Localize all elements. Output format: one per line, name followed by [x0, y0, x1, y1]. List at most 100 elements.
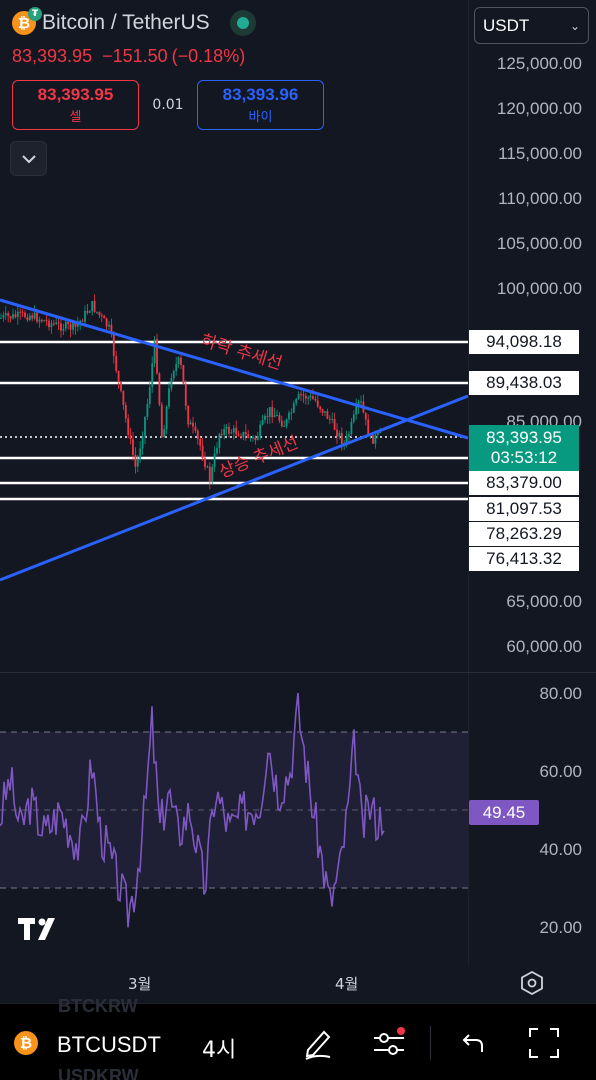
candle-body — [314, 398, 317, 401]
candle-body — [117, 370, 120, 382]
fullscreen-icon[interactable] — [527, 1026, 561, 1060]
level-price-tag[interactable]: 78,263.29 — [469, 522, 579, 546]
time-axis-label: 3월 — [128, 975, 152, 993]
candle-body — [48, 320, 50, 328]
sell-price: 83,393.95 — [37, 85, 114, 104]
candle-body — [266, 415, 269, 417]
ghost-symbol: BTCKRW — [58, 996, 138, 1016]
price-axis-label: 100,000.00 — [496, 279, 582, 298]
candle-body — [26, 317, 29, 321]
symbol-selector[interactable]: BTCUSDT — [57, 1032, 161, 1057]
current-price-value: 83,393.95 — [486, 428, 562, 447]
candle-body — [91, 301, 94, 312]
candle-body — [261, 419, 264, 425]
candle-body — [232, 427, 235, 433]
candle-body — [33, 312, 36, 319]
candle-body — [288, 412, 290, 420]
candle-body — [184, 383, 187, 406]
candle-body — [98, 311, 101, 316]
candle-body — [211, 466, 214, 482]
candle-body — [38, 319, 41, 322]
candle-body — [60, 323, 62, 331]
rsi-axis-label: 60.00 — [539, 762, 582, 781]
candle-body — [199, 438, 202, 446]
candle-body — [160, 404, 163, 438]
candle-body — [40, 319, 43, 322]
candle-body — [0, 317, 2, 319]
candle-body — [177, 357, 180, 364]
symbol-title[interactable]: Bitcoin / TetherUS — [42, 11, 210, 34]
downtrend-line[interactable] — [0, 298, 468, 440]
rsi-pane[interactable] — [0, 673, 468, 965]
candle-body — [100, 315, 103, 317]
candle-body — [132, 439, 134, 455]
horizontal-levels — [0, 340, 468, 501]
candle-body — [244, 431, 247, 435]
candle-body — [28, 315, 31, 321]
level-price-tag[interactable]: 81,097.53 — [469, 497, 579, 521]
candle-body — [252, 437, 254, 439]
candle-body — [31, 315, 34, 319]
chart-area[interactable]: 하락 추세선 상승 추세선 ₿ ₮ Bitcoin / TetherUS 83,3… — [0, 0, 596, 1003]
candle-body — [105, 318, 108, 327]
candle-body — [189, 422, 192, 425]
candle-body — [14, 314, 17, 318]
bitcoin-icon: ₿ — [14, 1031, 38, 1055]
collapse-legend-button[interactable] — [10, 141, 47, 176]
level-price-tag[interactable]: 76,413.32 — [469, 547, 579, 571]
candle-body — [76, 323, 79, 327]
downtrend-label: 하락 추세선 — [199, 331, 285, 375]
sell-button[interactable]: 83,393.95 셀 — [12, 80, 139, 130]
level-price-tag[interactable]: 89,438.03 — [469, 371, 579, 395]
candle-body — [316, 400, 319, 407]
candle-body — [67, 321, 70, 325]
candle-body — [331, 418, 334, 420]
candle-body — [242, 431, 245, 438]
buy-button[interactable]: 83,393.96 바이 — [197, 80, 324, 130]
price-chart[interactable]: 하락 추세선 상승 추세선 — [0, 0, 468, 672]
indicators-settings-icon[interactable] — [372, 1026, 406, 1060]
currency-select[interactable]: USDT ⌄ — [474, 7, 589, 44]
market-open-indicator[interactable] — [229, 10, 256, 36]
candle-body — [134, 454, 137, 467]
spread-value: 0.01 — [152, 97, 184, 113]
candle-body — [338, 432, 341, 437]
candle-body — [50, 323, 53, 328]
undo-icon[interactable] — [458, 1026, 486, 1060]
candle-body — [192, 422, 194, 427]
drawing-pen-icon[interactable] — [302, 1026, 334, 1060]
price-axis-label: 120,000.00 — [496, 99, 582, 118]
price-scale-divider — [468, 0, 469, 965]
candle-body — [7, 313, 10, 317]
candle-body — [141, 436, 144, 449]
pane-separator[interactable] — [0, 672, 596, 673]
buy-label: 바이 — [248, 109, 273, 124]
candle-body — [57, 322, 60, 324]
candle-body — [372, 434, 374, 444]
candle-body — [151, 363, 154, 388]
interval-selector[interactable]: 4시 — [202, 1038, 237, 1063]
candle-body — [285, 419, 288, 427]
candle-body — [4, 313, 7, 316]
rsi-axis-label: 20.00 — [539, 918, 582, 937]
level-price-tag[interactable]: 83,379.00 — [469, 471, 579, 495]
candle-body — [72, 322, 74, 330]
candle-body — [213, 453, 216, 467]
candle-body — [235, 427, 238, 435]
candle-body — [175, 363, 178, 372]
candle-body — [96, 311, 98, 313]
time-axis-label: 4월 — [335, 975, 359, 993]
candle-body — [259, 424, 262, 437]
uptrend-line[interactable] — [0, 394, 468, 582]
ghost-symbol: USDKRW — [58, 1066, 139, 1080]
price-change: −151.50 — [102, 46, 168, 66]
level-price-tag[interactable]: 94,098.18 — [469, 330, 579, 354]
last-price: 83,393.95 — [12, 46, 93, 66]
candle-body — [146, 404, 149, 417]
candle-body — [74, 322, 77, 327]
price-change-pct: (−0.18%) — [171, 46, 246, 66]
candle-body — [187, 405, 190, 425]
candle-body — [283, 426, 286, 428]
chart-settings-icon[interactable] — [520, 970, 544, 996]
candle-body — [295, 399, 298, 404]
